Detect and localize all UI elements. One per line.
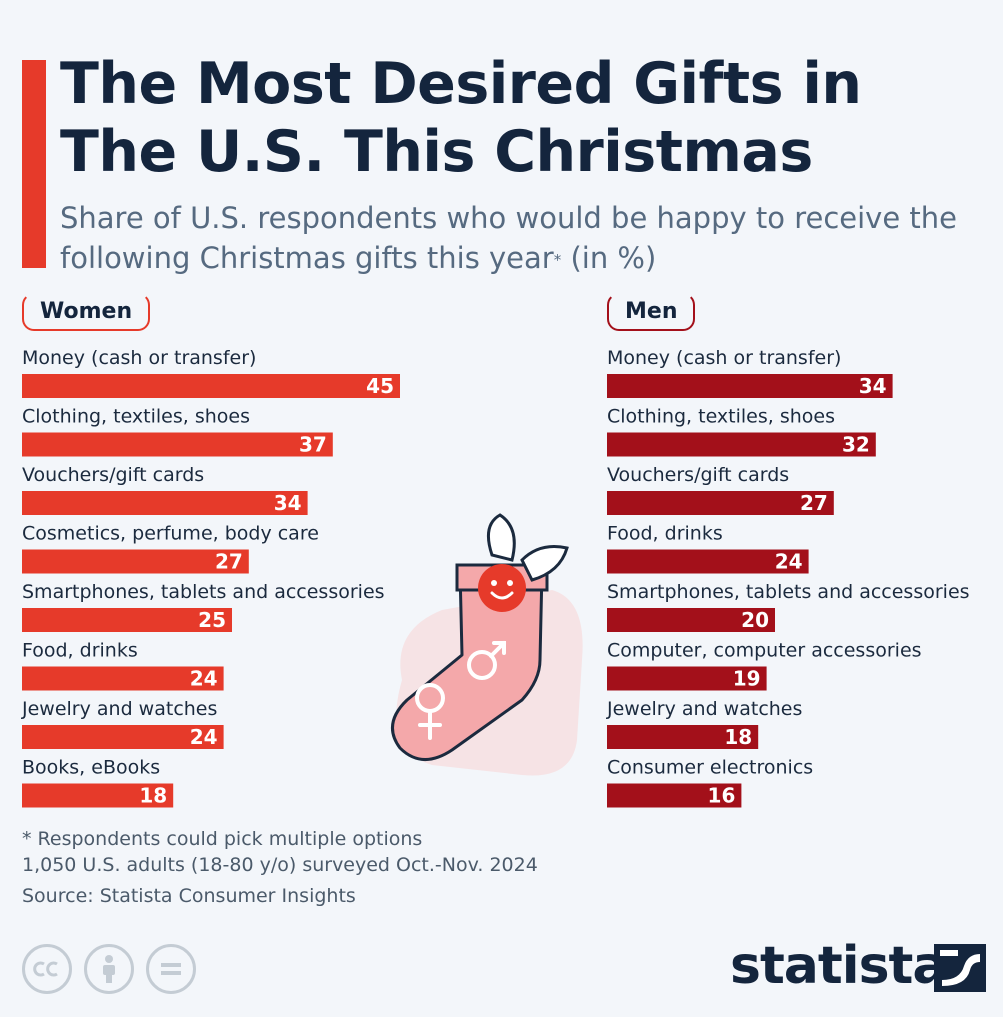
women-bar-value: 24 [190,725,218,749]
women-bar-value: 34 [274,491,302,515]
men-bar-value: 18 [724,725,752,749]
men-category-label: Clothing, textiles, shoes [607,406,835,428]
men-bar-value: 27 [800,491,828,515]
men-bar [607,432,876,457]
license-icons [22,944,196,994]
men-bar-value: 20 [741,608,769,632]
women-category-label: Cosmetics, perfume, body care [22,523,319,545]
statista-logo-icon [934,944,986,992]
women-bar-value: 45 [366,374,394,398]
chart-subtitle: Share of U.S. respondents who would be h… [60,198,990,278]
chart-title: The Most Desired Gifts in The U.S. This … [60,51,862,185]
men-category-label: Money (cash or transfer) [607,347,841,369]
women-bar-value: 37 [299,433,327,457]
christmas-stocking-illustration [391,513,583,776]
women-bar [22,783,174,808]
men-category-label: Computer, computer accessories [607,640,922,662]
women-category-label: Smartphones, tablets and accessories [22,581,385,603]
women-bar-value: 27 [215,550,243,574]
men-bar-value: 16 [708,784,736,808]
women-panel-label: Women [22,293,151,331]
subtitle-text: Share of U.S. respondents who would be h… [60,201,957,275]
women-bar [22,725,224,749]
men-bar-value: 19 [733,667,761,691]
women-category-label: Food, drinks [22,640,138,662]
accent-bar [22,60,46,268]
statista-logo-text: statista [730,936,947,996]
men-category-label: Vouchers/gift cards [607,464,789,486]
men-bar [607,491,834,515]
men-panel-label: Men [607,293,696,331]
men-bar [607,725,759,749]
women-category-label: Money (cash or transfer) [22,347,256,369]
women-bar [22,374,400,398]
women-bar-value: 24 [190,667,218,691]
women-bar [22,432,333,457]
men-bar [607,608,775,632]
no-derivatives-icon[interactable] [146,944,196,994]
women-bar-value: 18 [139,784,167,808]
men-bar-value: 32 [842,433,870,457]
men-bar-value: 34 [859,374,887,398]
men-category-label: Smartphones, tablets and accessories [607,581,970,603]
men-bar [607,374,893,398]
women-category-label: Books, eBooks [22,757,160,779]
women-category-label: Jewelry and watches [21,698,217,720]
men-bar [607,666,767,691]
source-text: Source: Statista Consumer Insights [22,885,356,907]
women-category-label: Vouchers/gift cards [22,464,204,486]
women-bar [22,666,224,691]
men-bar-value: 24 [775,550,803,574]
men-category-label: Food, drinks [607,523,723,545]
women-bar-value: 25 [198,608,226,632]
women-bar [22,549,249,574]
attribution-icon[interactable] [84,944,134,994]
men-bar [607,549,809,574]
subtitle-unit: (in %) [570,241,657,275]
women-category-label: Clothing, textiles, shoes [22,406,250,428]
men-category-label: Jewelry and watches [606,698,802,720]
men-category-label: Consumer electronics [607,757,813,779]
women-bar [22,491,308,515]
footnote-multiple-options: * Respondents could pick multiple option… [22,828,423,850]
cc-icon[interactable] [22,944,72,994]
men-bar [607,783,742,808]
subtitle-marker: * [553,251,562,269]
women-bar [22,608,232,632]
footnote-survey: 1,050 U.S. adults (18-80 y/o) surveyed O… [22,854,538,876]
